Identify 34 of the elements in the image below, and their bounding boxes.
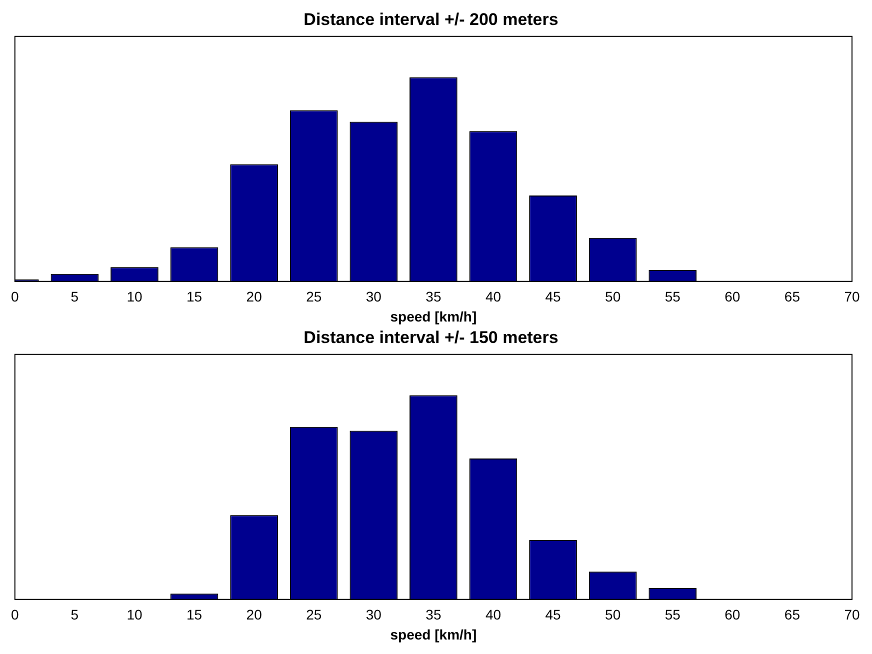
x-tick-label: 65 [784, 606, 800, 623]
x-tick-label: 40 [485, 288, 502, 305]
x-tick-label: 20 [246, 606, 262, 623]
x-tick-label: 25 [306, 606, 322, 623]
x-tick-label: 45 [545, 606, 562, 623]
x-tick-label: 5 [70, 606, 79, 623]
x-tick-label: 70 [844, 606, 860, 623]
x-tick-label: 45 [545, 288, 562, 305]
x-axis-title: speed [km/h] [390, 626, 477, 642]
x-tick-label: 10 [126, 288, 142, 305]
x-tick-label: 55 [664, 606, 681, 623]
x-tick-label: 15 [186, 606, 202, 623]
x-tick-label: 50 [605, 606, 621, 623]
x-tick-label: 40 [485, 606, 502, 623]
x-tick-label: 65 [784, 288, 800, 305]
x-tick-label: 10 [126, 606, 142, 623]
x-axis-title: speed [km/h] [390, 308, 477, 324]
x-tick-label: 5 [70, 288, 79, 305]
x-tick-label: 30 [366, 606, 382, 623]
x-tick-label: 50 [605, 288, 621, 305]
x-tick-label: 35 [426, 606, 442, 623]
x-tick-label: 30 [366, 288, 382, 305]
x-tick-label: 60 [724, 288, 740, 305]
x-tick-label: 70 [844, 288, 860, 305]
chart-title: Distance interval +/- 200 meters [304, 10, 558, 29]
x-tick-label: 20 [246, 288, 262, 305]
x-tick-label: 35 [426, 288, 442, 305]
x-tick-label: 0 [10, 288, 19, 305]
chart-title: Distance interval +/- 150 meters [304, 328, 558, 347]
x-tick-label: 55 [664, 288, 681, 305]
x-tick-label: 0 [10, 606, 19, 623]
x-tick-label: 25 [306, 288, 322, 305]
x-tick-label: 60 [724, 606, 740, 623]
x-tick-label: 15 [186, 288, 202, 305]
